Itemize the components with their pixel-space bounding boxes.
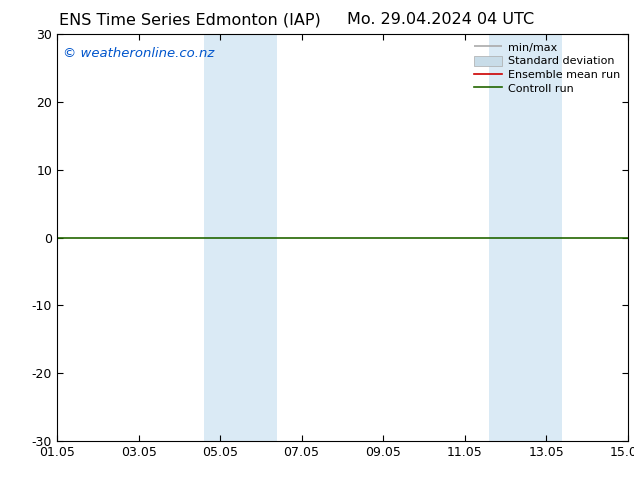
Text: Mo. 29.04.2024 04 UTC: Mo. 29.04.2024 04 UTC bbox=[347, 12, 534, 27]
Text: ENS Time Series Edmonton (IAP): ENS Time Series Edmonton (IAP) bbox=[60, 12, 321, 27]
Bar bbox=[489, 34, 562, 441]
Legend: min/max, Standard deviation, Ensemble mean run, Controll run: min/max, Standard deviation, Ensemble me… bbox=[472, 40, 622, 96]
Text: © weatheronline.co.nz: © weatheronline.co.nz bbox=[63, 47, 214, 59]
Bar bbox=[204, 34, 277, 441]
